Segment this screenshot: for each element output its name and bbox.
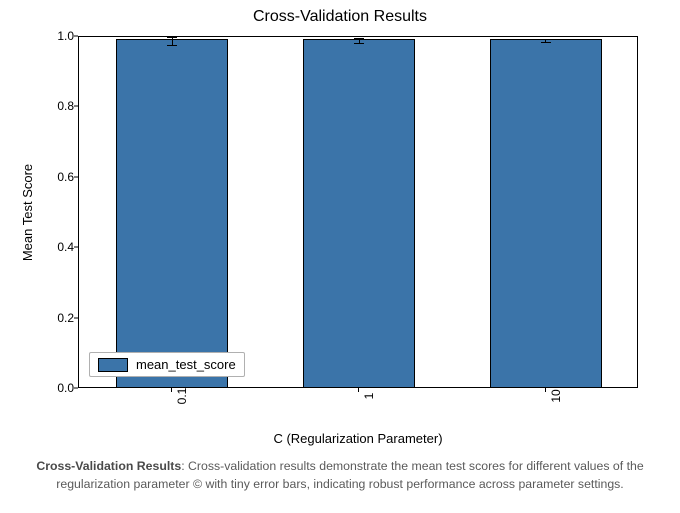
bar <box>490 39 602 387</box>
error-cap <box>354 43 364 44</box>
x-tick-label: 10 <box>549 389 563 402</box>
error-cap <box>541 42 551 43</box>
y-tick-label: 0.2 <box>40 311 74 325</box>
chart-container: Cross-Validation Results Mean Test Score… <box>0 0 680 452</box>
chart-title: Cross-Validation Results <box>0 8 680 26</box>
x-tick-mark <box>171 388 172 392</box>
error-cap <box>167 37 177 38</box>
y-tick-label: 0.4 <box>40 240 74 254</box>
error-cap <box>541 39 551 40</box>
y-tick-label: 0.0 <box>40 381 74 395</box>
y-tick-label: 0.6 <box>40 170 74 184</box>
x-tick-mark <box>358 388 359 392</box>
figure-caption: Cross-Validation Results: Cross-validati… <box>0 452 680 494</box>
error-bar <box>172 37 173 45</box>
y-axis-label: Mean Test Score <box>18 36 38 388</box>
error-cap <box>354 38 364 39</box>
legend: mean_test_score <box>89 352 245 377</box>
x-axis-label: C (Regularization Parameter) <box>78 431 638 446</box>
error-cap <box>167 45 177 46</box>
plot-area: mean_test_score <box>78 36 638 388</box>
x-tick-label: 1 <box>362 393 376 400</box>
y-tick-label: 0.8 <box>40 99 74 113</box>
x-tick-label: 0.1 <box>175 388 189 405</box>
legend-swatch <box>98 358 128 372</box>
x-tick-mark <box>545 388 546 392</box>
caption-lead: Cross-Validation Results <box>36 459 181 473</box>
legend-label: mean_test_score <box>136 357 236 372</box>
bar <box>303 39 415 387</box>
bar <box>116 39 228 387</box>
y-tick-label: 1.0 <box>40 29 74 43</box>
